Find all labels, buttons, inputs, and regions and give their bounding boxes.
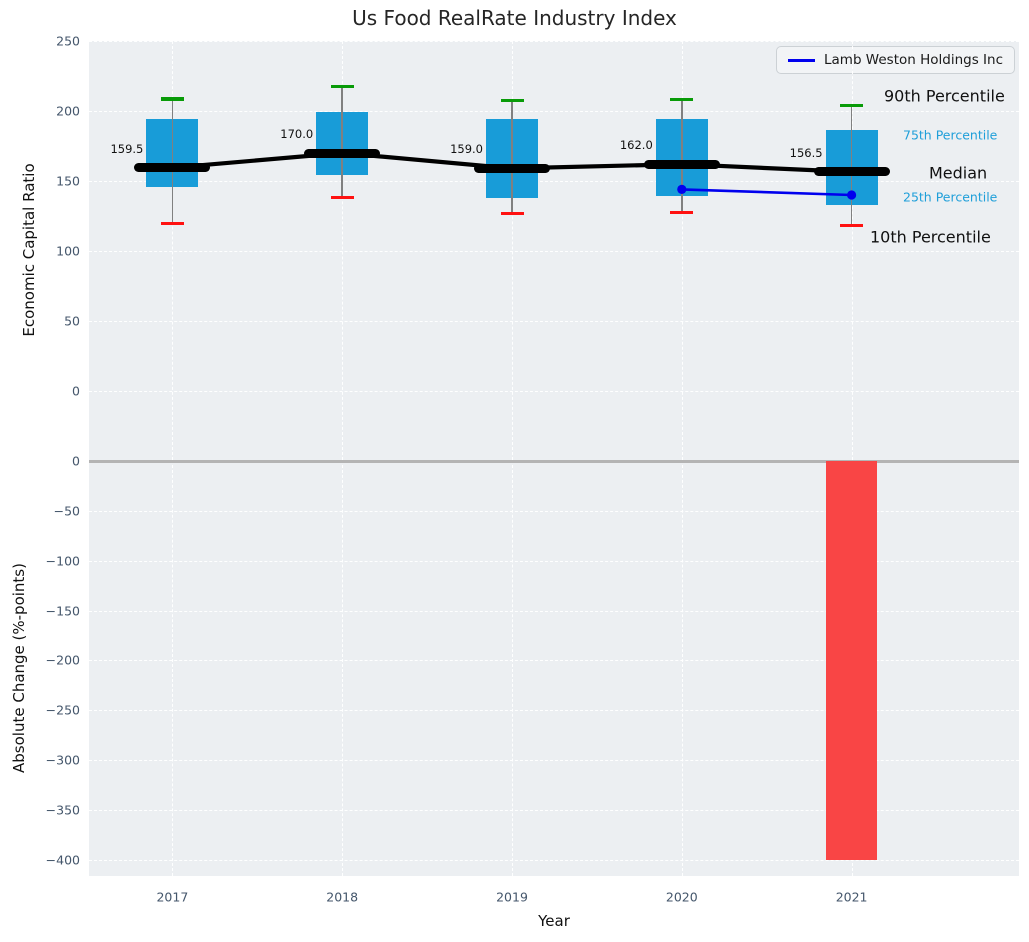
gridline xyxy=(89,809,1019,811)
whisker-2017 xyxy=(171,99,174,224)
gridline xyxy=(681,41,683,460)
legend-line-swatch xyxy=(788,58,815,62)
whisker-cap-bottom xyxy=(670,210,694,215)
median-marker-2019 xyxy=(474,163,550,173)
median-marker-2018 xyxy=(304,148,381,158)
whisker-2020 xyxy=(681,99,683,213)
gridline xyxy=(89,760,1019,762)
zero-line xyxy=(89,460,1019,463)
x-tick-label: 2018 xyxy=(326,889,359,905)
gridline xyxy=(89,560,1019,562)
x-tick-label: 2020 xyxy=(665,889,698,905)
gridline xyxy=(342,41,344,460)
gridline xyxy=(172,460,174,876)
whisker-cap-bottom xyxy=(500,211,524,215)
y-tick-label: −100 xyxy=(45,553,80,569)
whisker-2018 xyxy=(341,86,343,198)
gridline xyxy=(89,111,1019,112)
median-value-label: 159.5 xyxy=(110,141,144,156)
y-tick-label: −250 xyxy=(45,702,80,718)
whisker-2021 xyxy=(850,105,853,226)
whisker-cap-top xyxy=(500,98,524,103)
whisker-cap-bottom xyxy=(160,222,184,226)
y-tick-label: 50 xyxy=(64,313,80,329)
gridline xyxy=(89,510,1019,512)
whisker-2019 xyxy=(511,100,513,214)
gridline xyxy=(342,460,344,876)
annotation-75th-percentile: 75th Percentile xyxy=(903,127,998,143)
annotation-10th-percentile: 10th Percentile xyxy=(870,227,991,247)
bottom-axes-barchart xyxy=(89,460,1019,876)
whisker-cap-top xyxy=(840,103,864,108)
legend: Lamb Weston Holdings Inc xyxy=(776,46,1015,74)
median-marker-2021 xyxy=(813,167,890,177)
bottom-y-axis-label: Absolute Change (%-points) xyxy=(10,563,28,773)
gridline xyxy=(851,41,853,460)
gridline xyxy=(89,41,1019,42)
median-value-label: 170.0 xyxy=(280,127,314,141)
annotation-median: Median xyxy=(929,163,988,183)
median-value-label: 156.5 xyxy=(789,145,823,160)
x-tick-label: 2017 xyxy=(156,889,189,905)
gridline xyxy=(512,460,513,876)
y-tick-label: 200 xyxy=(56,103,80,119)
gridline xyxy=(89,391,1019,392)
legend-label: Lamb Weston Holdings Inc xyxy=(824,52,1003,68)
chart-title: Us Food RealRate Industry Index xyxy=(352,6,677,30)
annotation-25th-percentile: 25th Percentile xyxy=(903,189,998,204)
gridline xyxy=(172,41,174,460)
y-tick-label: −50 xyxy=(53,503,80,519)
change-bar-2021 xyxy=(826,461,878,860)
whisker-cap-bottom xyxy=(330,196,354,200)
gridline xyxy=(89,710,1019,712)
x-axis-label: Year xyxy=(538,912,570,930)
gridline xyxy=(89,181,1019,182)
y-tick-label: −300 xyxy=(45,752,80,768)
y-tick-label: −350 xyxy=(45,802,80,818)
y-tick-label: 100 xyxy=(56,243,80,259)
gridline xyxy=(89,610,1019,612)
y-tick-label: 150 xyxy=(56,173,80,189)
y-tick-label: −200 xyxy=(45,652,80,668)
gridline xyxy=(89,859,1019,861)
whisker-cap-bottom xyxy=(840,224,864,228)
median-value-label: 162.0 xyxy=(619,138,653,153)
gridline xyxy=(89,321,1019,322)
whisker-cap-top xyxy=(160,97,184,101)
gridline xyxy=(512,41,513,460)
y-tick-label: −150 xyxy=(45,603,80,619)
gridline xyxy=(89,251,1019,252)
median-marker-2017 xyxy=(134,163,211,173)
x-tick-label: 2019 xyxy=(496,889,528,905)
y-tick-label: 0 xyxy=(72,453,80,469)
y-tick-label: 250 xyxy=(56,33,80,49)
y-tick-label: −400 xyxy=(45,852,80,868)
median-value-label: 159.0 xyxy=(450,142,483,157)
whisker-cap-top xyxy=(670,98,694,102)
annotation-90th-percentile: 90th Percentile xyxy=(884,86,1005,106)
top-axes-boxplot: Lamb Weston Holdings Inc 159.5 170.0 159.0… xyxy=(89,41,1019,460)
gridline xyxy=(681,460,683,876)
whisker-cap-top xyxy=(330,84,354,89)
x-tick-label: 2021 xyxy=(835,889,868,905)
gridline xyxy=(89,660,1019,662)
y-tick-label: 0 xyxy=(72,383,80,399)
median-marker-2020 xyxy=(643,159,720,169)
